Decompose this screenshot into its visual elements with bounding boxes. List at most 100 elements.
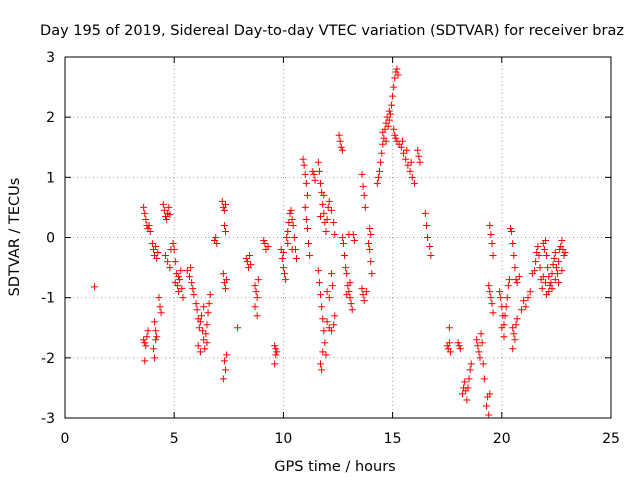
data-point — [152, 336, 160, 344]
data-point — [218, 197, 226, 205]
data-point — [359, 291, 367, 299]
data-point — [486, 221, 494, 229]
data-point — [261, 240, 269, 248]
data-point — [289, 221, 297, 229]
data-point — [534, 243, 542, 251]
data-point — [220, 357, 228, 365]
x-tick-label: 25 — [602, 431, 620, 447]
data-point — [367, 258, 375, 266]
data-point — [320, 191, 328, 199]
data-point — [305, 240, 313, 248]
y-tick-label: 2 — [46, 110, 55, 126]
data-point — [288, 246, 296, 254]
data-point — [185, 273, 193, 281]
data-point — [366, 224, 374, 232]
data-point — [535, 252, 543, 260]
data-point — [486, 390, 494, 398]
data-point — [251, 282, 259, 290]
data-point — [282, 276, 290, 284]
data-point — [299, 155, 307, 163]
data-point — [404, 161, 412, 169]
data-point — [272, 351, 280, 359]
data-point — [193, 306, 201, 314]
data-point — [522, 303, 530, 311]
data-point — [161, 252, 169, 260]
data-point — [175, 288, 183, 296]
data-point — [489, 309, 497, 317]
data-point — [561, 249, 569, 257]
data-point — [361, 203, 369, 211]
data-point — [407, 158, 415, 166]
y-tick-label: -3 — [41, 411, 55, 427]
data-point — [272, 345, 280, 353]
data-point — [324, 203, 332, 211]
data-point — [560, 252, 568, 260]
data-point — [317, 360, 325, 368]
data-point — [374, 173, 382, 181]
data-point — [520, 297, 528, 305]
data-point — [169, 240, 177, 248]
data-point — [279, 249, 287, 257]
data-point — [196, 348, 204, 356]
data-point — [338, 146, 346, 154]
data-point — [541, 237, 549, 245]
data-point — [485, 411, 493, 419]
data-point — [152, 243, 160, 251]
data-point — [509, 345, 517, 353]
data-point — [327, 327, 335, 335]
data-point — [188, 279, 196, 287]
data-point — [555, 258, 563, 266]
data-point — [280, 270, 288, 278]
data-point — [402, 155, 410, 163]
data-point — [512, 276, 520, 284]
data-point — [220, 206, 228, 214]
data-point — [331, 230, 339, 238]
data-point — [302, 215, 310, 223]
data-point — [501, 312, 509, 320]
data-point — [422, 221, 430, 229]
data-point — [347, 300, 355, 308]
data-point — [145, 221, 153, 229]
data-point — [151, 318, 159, 326]
data-point — [511, 264, 519, 272]
data-point — [303, 224, 311, 232]
data-point — [466, 366, 474, 374]
grid-layer — [65, 57, 611, 418]
data-point — [90, 283, 98, 291]
data-point — [323, 215, 331, 223]
data-point — [551, 249, 559, 257]
data-point — [315, 279, 323, 287]
data-point — [485, 282, 493, 290]
data-point — [311, 176, 319, 184]
data-point — [502, 303, 510, 311]
data-point — [271, 342, 279, 350]
data-point — [368, 270, 376, 278]
data-point — [343, 270, 351, 278]
data-point — [165, 203, 173, 211]
data-point — [416, 158, 424, 166]
data-point — [331, 312, 339, 320]
data-point — [325, 197, 333, 205]
data-point — [539, 273, 547, 281]
data-point — [222, 285, 230, 293]
data-point — [375, 167, 383, 175]
data-point — [388, 101, 396, 109]
data-point — [403, 146, 411, 154]
data-point — [386, 110, 394, 118]
data-point — [154, 249, 162, 257]
data-point — [346, 279, 354, 287]
x-tick-label: 10 — [274, 431, 292, 447]
data-point — [488, 300, 496, 308]
data-point — [389, 92, 397, 100]
chart-title: Day 195 of 2019, Sidereal Day-to-day VTE… — [40, 23, 624, 39]
data-point — [187, 264, 195, 272]
data-point — [543, 291, 551, 299]
data-point — [153, 333, 161, 341]
data-point — [206, 291, 214, 299]
data-point — [234, 324, 242, 332]
data-point — [338, 234, 346, 241]
data-point — [382, 137, 390, 145]
y-tick-label: -1 — [41, 291, 55, 307]
data-point — [151, 354, 159, 362]
data-point — [397, 143, 405, 151]
